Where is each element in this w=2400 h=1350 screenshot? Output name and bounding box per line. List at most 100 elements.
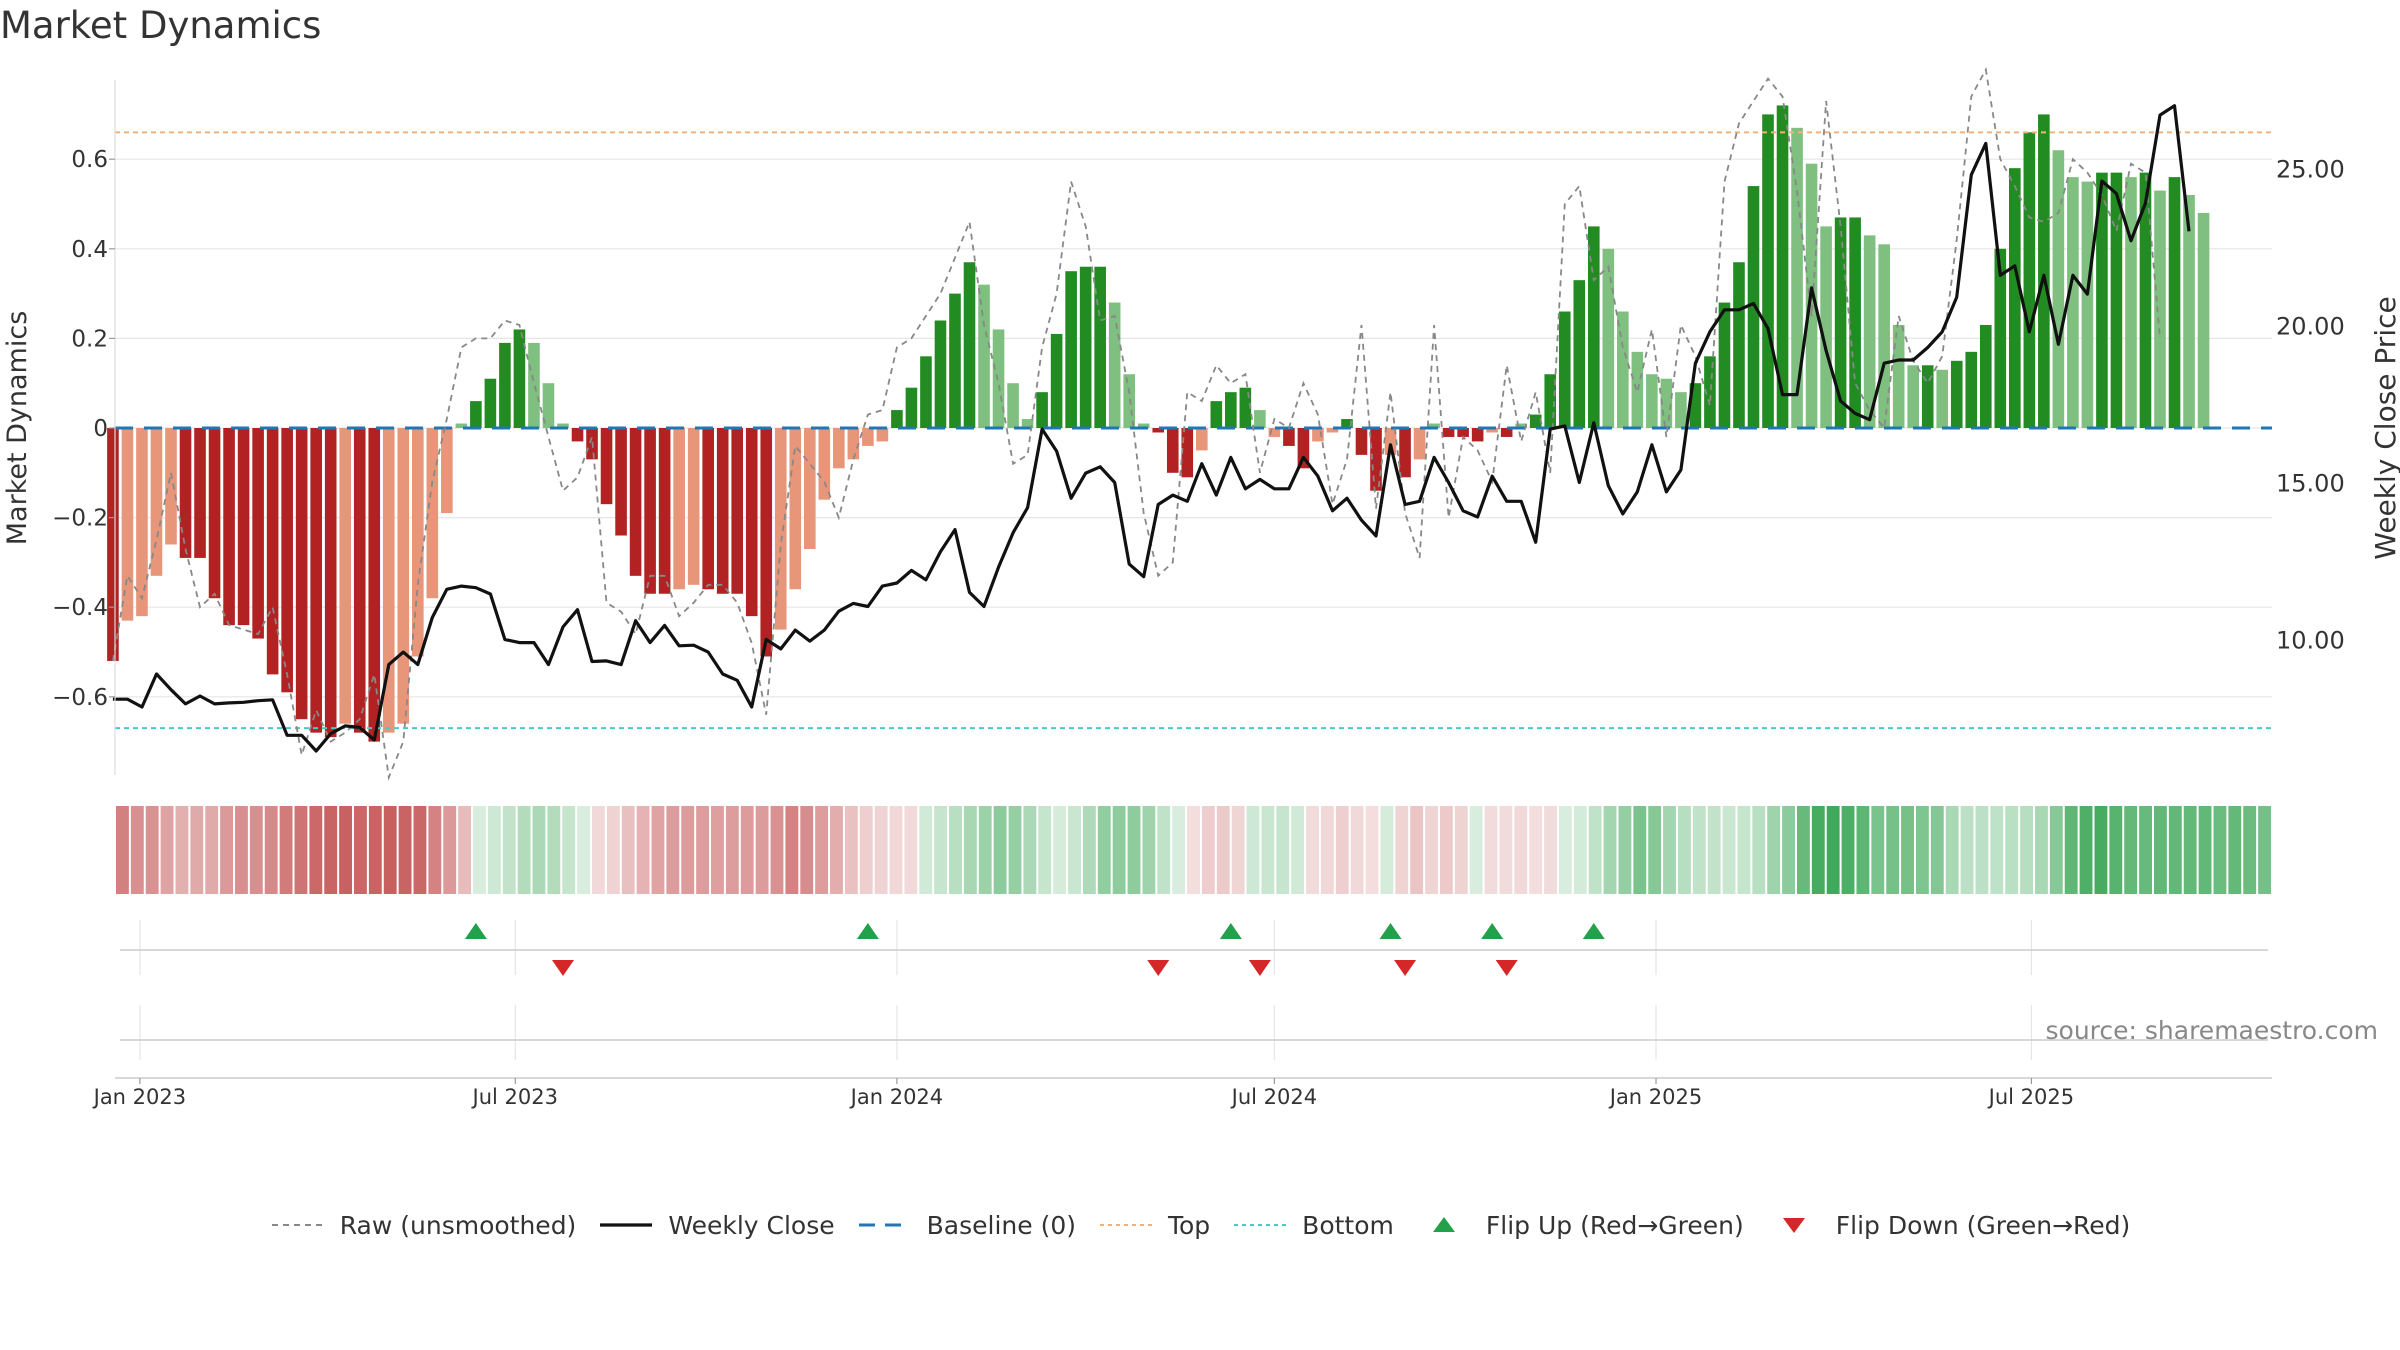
regime-cell: [130, 806, 144, 894]
regime-cell: [1231, 806, 1245, 894]
regime-cell: [1901, 806, 1914, 894]
dynamics-bar: [1863, 235, 1876, 428]
legend-item: Flip Up (Red→Green): [1416, 1211, 1744, 1240]
regime-cell: [1707, 806, 1721, 894]
dynamics-bar: [528, 342, 540, 428]
legend-item: Flip Down (Green→Red): [1766, 1210, 2131, 1240]
dynamics-bar: [1878, 244, 1890, 428]
dynamics-bar: [1399, 428, 1411, 478]
regime-cell: [1335, 806, 1349, 894]
regime-cell: [205, 806, 219, 894]
dynamics-bar: [818, 428, 831, 500]
regime-cell: [1127, 806, 1141, 894]
dynamics-bar: [716, 428, 729, 594]
regime-cell: [1053, 806, 1067, 894]
regime-cell: [1856, 806, 1870, 894]
dynamics-bar: [687, 428, 700, 585]
regime-cell: [1826, 806, 1840, 894]
regime-cell: [1886, 806, 1900, 894]
x-tick-label: Jul 2024: [1230, 1085, 1317, 1109]
regime-cell: [1023, 806, 1037, 894]
dynamics-bar: [1094, 266, 1106, 428]
regime-cell: [1648, 806, 1662, 894]
series-lines: [112, 66, 2191, 781]
dynamics-bar: [1660, 378, 1673, 428]
regime-cell: [235, 806, 248, 894]
dynamics-bar: [804, 428, 816, 549]
regime-cell: [175, 806, 189, 894]
regime-cell: [116, 806, 129, 894]
regime-cell: [2153, 806, 2167, 894]
dynamics-bar: [2125, 177, 2137, 428]
dynamics-bar: [1849, 217, 1861, 428]
dynamics-bar: [963, 262, 976, 428]
dynamics-bar: [1123, 374, 1136, 428]
dynamics-bar: [1515, 423, 1527, 428]
dynamics-bar: [194, 428, 206, 558]
legend-item: Top: [1098, 1211, 1210, 1240]
regime-cell: [815, 806, 829, 894]
regime-cell: [160, 806, 174, 894]
regime-cell: [1796, 806, 1810, 894]
dynamics-bar: [2081, 181, 2094, 428]
dynamics-bar: [1704, 356, 1716, 428]
dynamics-bar: [266, 428, 279, 675]
regime-cell: [1291, 806, 1305, 894]
dynamics-bar: [1254, 410, 1266, 428]
triangle-down-icon: [1782, 1218, 1805, 1233]
dynamics-bar: [1921, 365, 1934, 428]
y-left-tick-label: 0: [93, 416, 108, 442]
regime-cell: [1068, 806, 1081, 894]
y-left-axis-title: Market Dynamics: [2, 311, 33, 546]
dynamics-bar: [600, 428, 613, 505]
dynamics-bar: [1152, 428, 1165, 433]
regime-cell: [532, 806, 546, 894]
dynamics-bar: [934, 320, 947, 428]
y-left-tick-label: 0.6: [71, 147, 108, 173]
dynamics-bar: [1631, 351, 1644, 428]
regime-cell: [1930, 806, 1944, 894]
regime-cell: [934, 806, 948, 894]
regime-cell: [1663, 806, 1676, 894]
regime-cell: [309, 806, 323, 894]
reference-lines: [115, 131, 2272, 730]
dynamics-bar: [223, 428, 235, 626]
flip-down-marker: [1495, 960, 1518, 976]
regime-cell: [1811, 806, 1825, 894]
legend-swatch: [271, 1224, 324, 1226]
dynamics-bar: [891, 410, 903, 428]
regime-cell: [621, 806, 635, 894]
dynamics-bar: [513, 329, 526, 428]
dynamics-bar: [1486, 428, 1498, 433]
x-tick-label: Jul 2025: [1987, 1085, 2074, 1109]
legend-swatch: [1782, 1218, 1805, 1233]
dynamics-bar: [1762, 114, 1774, 429]
legend-swatch: [1099, 1224, 1152, 1226]
regime-cell: [339, 806, 353, 894]
legend-swatch: [1234, 1224, 1287, 1226]
y-right-tick-label: 25.00: [2276, 156, 2345, 184]
dynamics-bar: [1442, 428, 1455, 437]
dynamics-bar: [1776, 105, 1789, 428]
regime-cell: [740, 806, 754, 894]
regime-cell: [324, 806, 338, 894]
regime-cell: [2183, 806, 2197, 894]
dynamics-bar: [136, 428, 148, 617]
y-left-tick-label: 0.2: [71, 326, 108, 352]
dynamics-bar: [1558, 311, 1571, 428]
dynamics-bar: [2110, 172, 2123, 428]
regime-cell: [1380, 806, 1394, 894]
dynamics-bar: [324, 428, 337, 738]
y-right-tick-label: 15.00: [2276, 470, 2345, 498]
dynamics-bar: [179, 428, 192, 558]
dynamics-bar: [2168, 177, 2181, 428]
dynamics-bar: [208, 428, 221, 599]
flip-markers: [120, 923, 2268, 976]
regime-cell: [844, 806, 858, 894]
dynamics-bar: [499, 342, 511, 428]
legend-label: Flip Down (Green→Red): [1835, 1210, 2131, 1240]
dynamics-bar: [978, 284, 990, 428]
dynamics-bar: [470, 401, 482, 428]
dynamics-bar: [1297, 428, 1310, 469]
regime-cell: [696, 806, 710, 894]
